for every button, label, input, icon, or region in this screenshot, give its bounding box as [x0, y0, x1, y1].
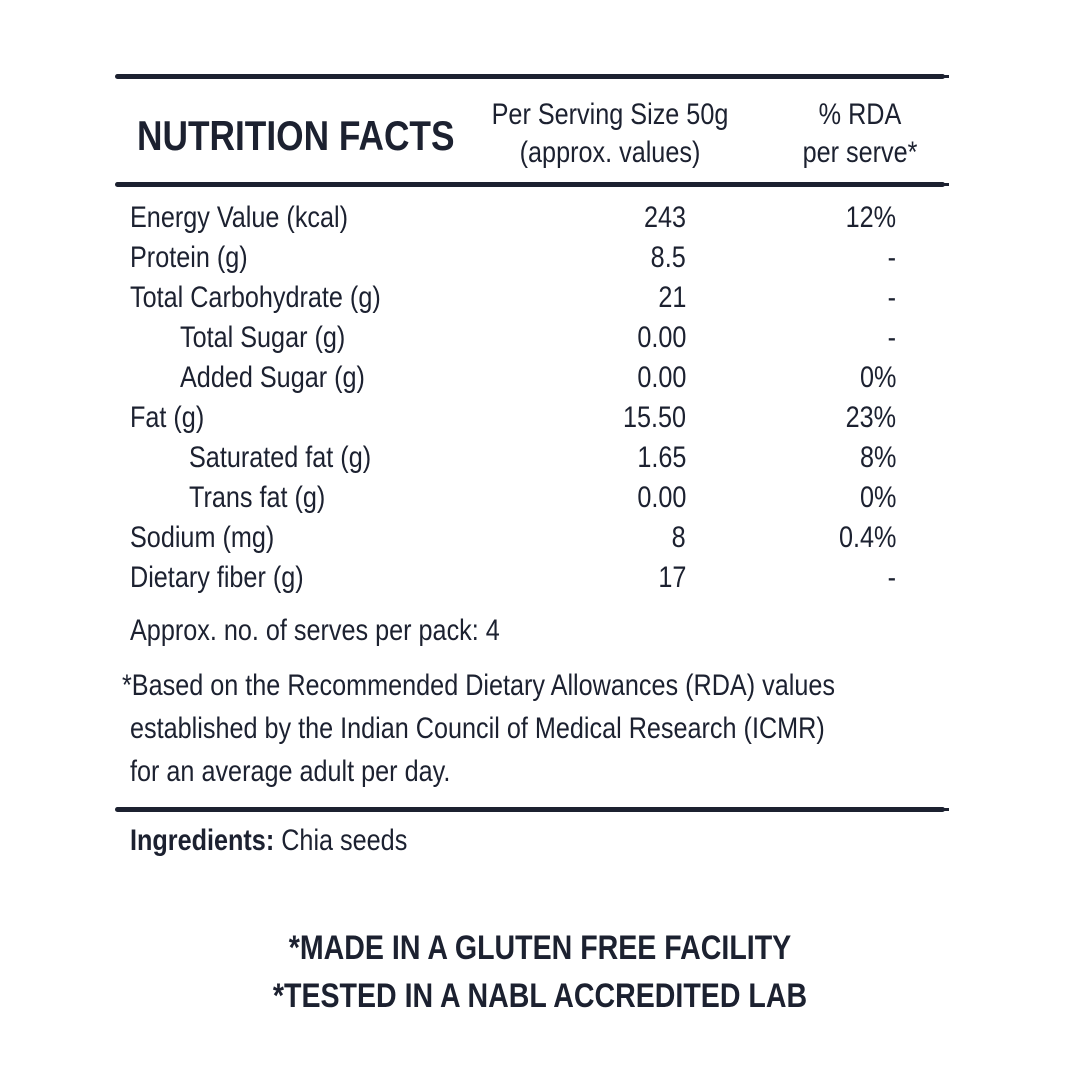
nutrient-value: 0.00: [636, 321, 686, 354]
rda-header-line1: % RDA: [818, 98, 902, 131]
nutrient-rda: 12%: [845, 201, 896, 234]
header-rule: [115, 182, 949, 187]
serves-per-pack: Approx. no. of serves per pack: 4: [130, 614, 500, 647]
nutrient-label: Added Sugar (g): [180, 361, 365, 394]
ingredients-value: Chia seeds: [281, 824, 408, 857]
claim-nabl-lab: *TESTED IN A NABL ACCREDITED LAB: [272, 977, 808, 1015]
serving-header-line1: Per Serving Size 50g: [491, 98, 729, 131]
nutrient-label: Energy Value (kcal): [130, 201, 349, 234]
nutrient-value: 0.00: [636, 361, 686, 394]
ingredients-rule: [115, 807, 949, 812]
nutrient-rda: -: [887, 281, 896, 314]
nutrient-label: Total Carbohydrate (g): [130, 281, 381, 314]
nutrient-rda: -: [887, 561, 896, 594]
nutrient-value: 15.50: [622, 401, 686, 434]
nutrient-rda: 0%: [859, 361, 896, 394]
serving-header-line2: (approx. values): [519, 136, 701, 169]
nutrient-value: 0.00: [636, 481, 686, 514]
claim-gluten-free: *MADE IN A GLUTEN FREE FACILITY: [288, 929, 792, 967]
nutrient-label: Dietary fiber (g): [130, 561, 304, 594]
nutrient-rda: 0.4%: [838, 521, 896, 554]
nutrient-label: Fat (g): [130, 401, 205, 434]
ingredients-label: Ingredients:: [130, 824, 275, 857]
top-rule: [115, 74, 949, 79]
footnote-line: *Based on the Recommended Dietary Allowa…: [122, 669, 835, 702]
nutrition-title: NUTRITION FACTS: [137, 112, 455, 159]
nutrient-label: Total Sugar (g): [180, 321, 346, 354]
nutrient-value: 1.65: [636, 441, 686, 474]
nutrient-label: Protein (g): [130, 241, 248, 274]
footnote-line: established by the Indian Council of Med…: [130, 712, 825, 745]
nutrient-label: Trans fat (g): [189, 481, 326, 514]
nutrient-value: 21: [657, 281, 686, 314]
nutrient-value: 8: [671, 521, 686, 554]
rda-header-line2: per serve*: [802, 136, 918, 169]
nutrient-value: 243: [643, 201, 686, 234]
nutrient-rda: 0%: [859, 481, 896, 514]
nutrient-label: Sodium (mg): [130, 521, 275, 554]
footnote-line: for an average adult per day.: [130, 755, 451, 788]
nutrient-value: 17: [657, 561, 686, 594]
nutrient-value: 8.5: [650, 241, 686, 274]
nutrient-rda: 23%: [845, 401, 896, 434]
ingredients: Ingredients: Chia seeds: [130, 826, 407, 856]
nutrient-rda: 8%: [859, 441, 896, 474]
nutrient-rda: -: [887, 241, 896, 274]
nutrient-rda: -: [887, 321, 896, 354]
nutrient-label: Saturated fat (g): [189, 441, 372, 474]
